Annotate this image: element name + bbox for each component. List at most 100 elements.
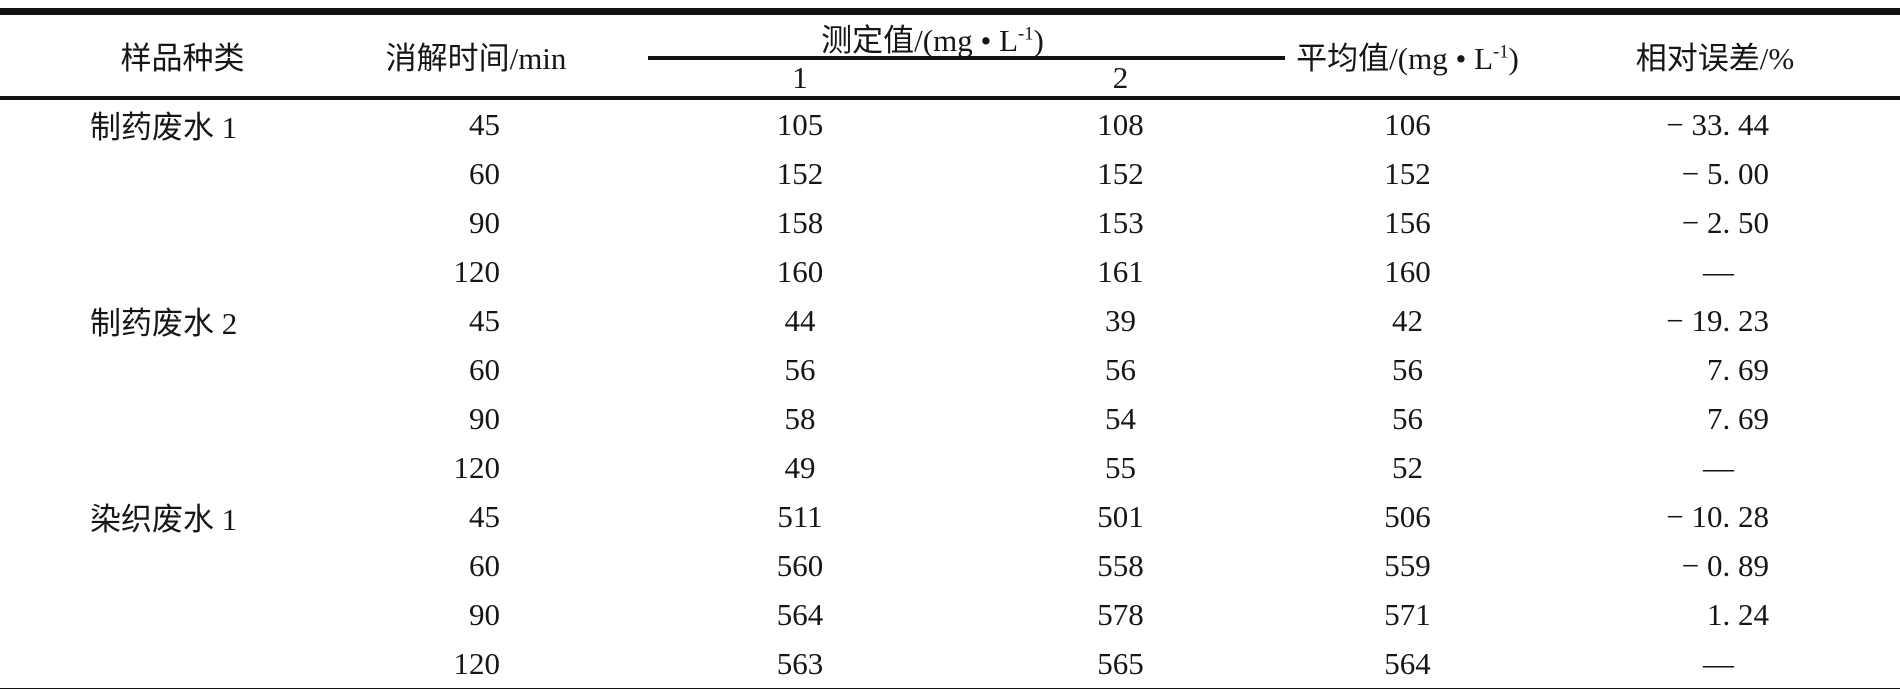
header-digestion-time: 消解时间/min (310, 11, 580, 100)
header-measured-1: 1 (580, 60, 990, 100)
relative-error-cell: − 0. 89 (1681, 547, 1770, 583)
measured-1-cell: 152 (776, 155, 824, 191)
measured-1-cell: 560 (776, 547, 824, 583)
digestion-time-cell: 45 (469, 302, 500, 338)
header-measured-value-group: 测定值/(mg • L-1) (580, 12, 1286, 60)
digestion-time-cell: 120 (453, 449, 501, 485)
table-row: 90 564 578 571 1. 24 (0, 590, 1900, 639)
measured-2-cell: 54 (1105, 400, 1136, 436)
measured-2-cell: 161 (1097, 253, 1144, 289)
digestion-time-cell: 90 (469, 596, 500, 632)
table-row: 120 563 565 564 — (0, 639, 1900, 689)
average-cell: 160 (1384, 253, 1431, 289)
relative-error-cell: 7. 69 (1707, 351, 1770, 387)
measured-value-label: 测定值/(mg • L-1) (821, 23, 1044, 58)
sample-type-cell (0, 394, 310, 443)
average-cell: 571 (1384, 596, 1431, 632)
relative-error-cell: − 5. 00 (1681, 155, 1770, 191)
average-value-label: 平均值/(mg • L-1) (1296, 41, 1519, 76)
sample-type-cell (0, 198, 310, 247)
digestion-time-cell: 60 (469, 547, 500, 583)
relative-error-cell: — (1703, 449, 1735, 485)
measured-1-cell: 105 (776, 106, 824, 142)
measured-2-cell: 578 (1097, 596, 1144, 632)
average-cell: 52 (1392, 449, 1424, 485)
table-row: 染织废水 1 45 511 501 506 − 10. 28 (0, 492, 1900, 541)
scanned-table-page: 样品种类 消解时间/min 测定值/(mg • L-1) 平均值/(mg • L… (0, 8, 1900, 689)
table-row: 90 158 153 156 − 2. 50 (0, 198, 1900, 247)
measured-group-underline (648, 56, 1286, 60)
table-row: 120 49 55 52 — (0, 443, 1900, 492)
table-row: 60 56 56 56 7. 69 (0, 345, 1900, 394)
data-table: 样品种类 消解时间/min 测定值/(mg • L-1) 平均值/(mg • L… (0, 8, 1900, 689)
sample-type-cell: 染织废水 1 (90, 502, 238, 537)
relative-error-cell: − 2. 50 (1681, 204, 1770, 240)
digestion-time-cell: 90 (469, 204, 500, 240)
table-row: 制药废水 2 45 44 39 42 − 19. 23 (0, 296, 1900, 345)
average-cell: 564 (1384, 645, 1431, 681)
measured-1-cell: 160 (776, 253, 824, 289)
measured-2-cell: 152 (1097, 155, 1144, 191)
relative-error-cell: − 19. 23 (1666, 302, 1770, 338)
relative-error-cell: — (1703, 645, 1735, 681)
measured-1-cell: 58 (784, 400, 816, 436)
digestion-time-cell: 120 (453, 645, 501, 681)
average-cell: 42 (1392, 302, 1424, 338)
header-sample-type: 样品种类 (0, 11, 310, 100)
header-measured-2: 2 (990, 60, 1286, 100)
table-body: 制药废水 1 45 105 108 106 − 33. 44 60 152 15… (0, 98, 1900, 689)
sample-type-cell: 制药废水 2 (90, 306, 238, 341)
measured-1-cell: 44 (784, 302, 816, 338)
measured-2-cell: 39 (1105, 302, 1136, 338)
relative-error-cell: − 33. 44 (1666, 106, 1770, 142)
average-cell: 106 (1384, 106, 1431, 142)
digestion-time-cell: 90 (469, 400, 500, 436)
sample-type-cell (0, 590, 310, 639)
sample-type-cell (0, 541, 310, 590)
sample-type-cell (0, 639, 310, 689)
average-cell: 152 (1384, 155, 1431, 191)
measured-1-cell: 511 (777, 498, 823, 534)
table-row: 120 160 161 160 — (0, 247, 1900, 296)
table-row: 90 58 54 56 7. 69 (0, 394, 1900, 443)
measured-2-cell: 56 (1105, 351, 1136, 387)
measured-2-cell: 153 (1097, 204, 1144, 240)
measured-2-cell: 558 (1097, 547, 1144, 583)
measured-1-cell: 564 (776, 596, 824, 632)
header-relative-error: 相对误差/% (1530, 11, 1900, 100)
relative-error-cell: 7. 69 (1707, 400, 1770, 436)
sample-type-cell (0, 149, 310, 198)
measured-2-cell: 55 (1105, 449, 1136, 485)
table-row: 制药废水 1 45 105 108 106 − 33. 44 (0, 98, 1900, 149)
sample-type-cell: 制药废水 1 (90, 110, 238, 145)
average-unit-superscript: -1 (1493, 41, 1509, 63)
digestion-time-cell: 45 (469, 106, 500, 142)
average-cell: 559 (1384, 547, 1431, 583)
measured-1-cell: 158 (776, 204, 824, 240)
measured-2-cell: 108 (1097, 106, 1144, 142)
measured-1-cell: 49 (784, 449, 816, 485)
digestion-time-cell: 120 (453, 253, 501, 289)
relative-error-cell: − 10. 28 (1666, 498, 1770, 534)
sample-type-cell (0, 345, 310, 394)
measured-2-cell: 565 (1097, 645, 1144, 681)
digestion-time-cell: 45 (469, 498, 500, 534)
average-cell: 56 (1392, 400, 1424, 436)
table-header: 样品种类 消解时间/min 测定值/(mg • L-1) 平均值/(mg • L… (0, 11, 1900, 100)
measured-unit-superscript: -1 (1018, 23, 1034, 45)
digestion-time-cell: 60 (469, 155, 500, 191)
relative-error-cell: 1. 24 (1707, 596, 1770, 632)
header-average-value: 平均值/(mg • L-1) (1285, 11, 1531, 100)
average-cell: 506 (1384, 498, 1431, 534)
sample-type-cell (0, 443, 310, 492)
average-cell: 156 (1384, 204, 1431, 240)
relative-error-cell: — (1703, 253, 1735, 289)
average-cell: 56 (1392, 351, 1424, 387)
measured-1-cell: 56 (784, 351, 816, 387)
table-row: 60 560 558 559 − 0. 89 (0, 541, 1900, 590)
measured-1-cell: 563 (776, 645, 824, 681)
measured-2-cell: 501 (1097, 498, 1144, 534)
digestion-time-cell: 60 (469, 351, 500, 387)
sample-type-cell (0, 247, 310, 296)
table-row: 60 152 152 152 − 5. 00 (0, 149, 1900, 198)
